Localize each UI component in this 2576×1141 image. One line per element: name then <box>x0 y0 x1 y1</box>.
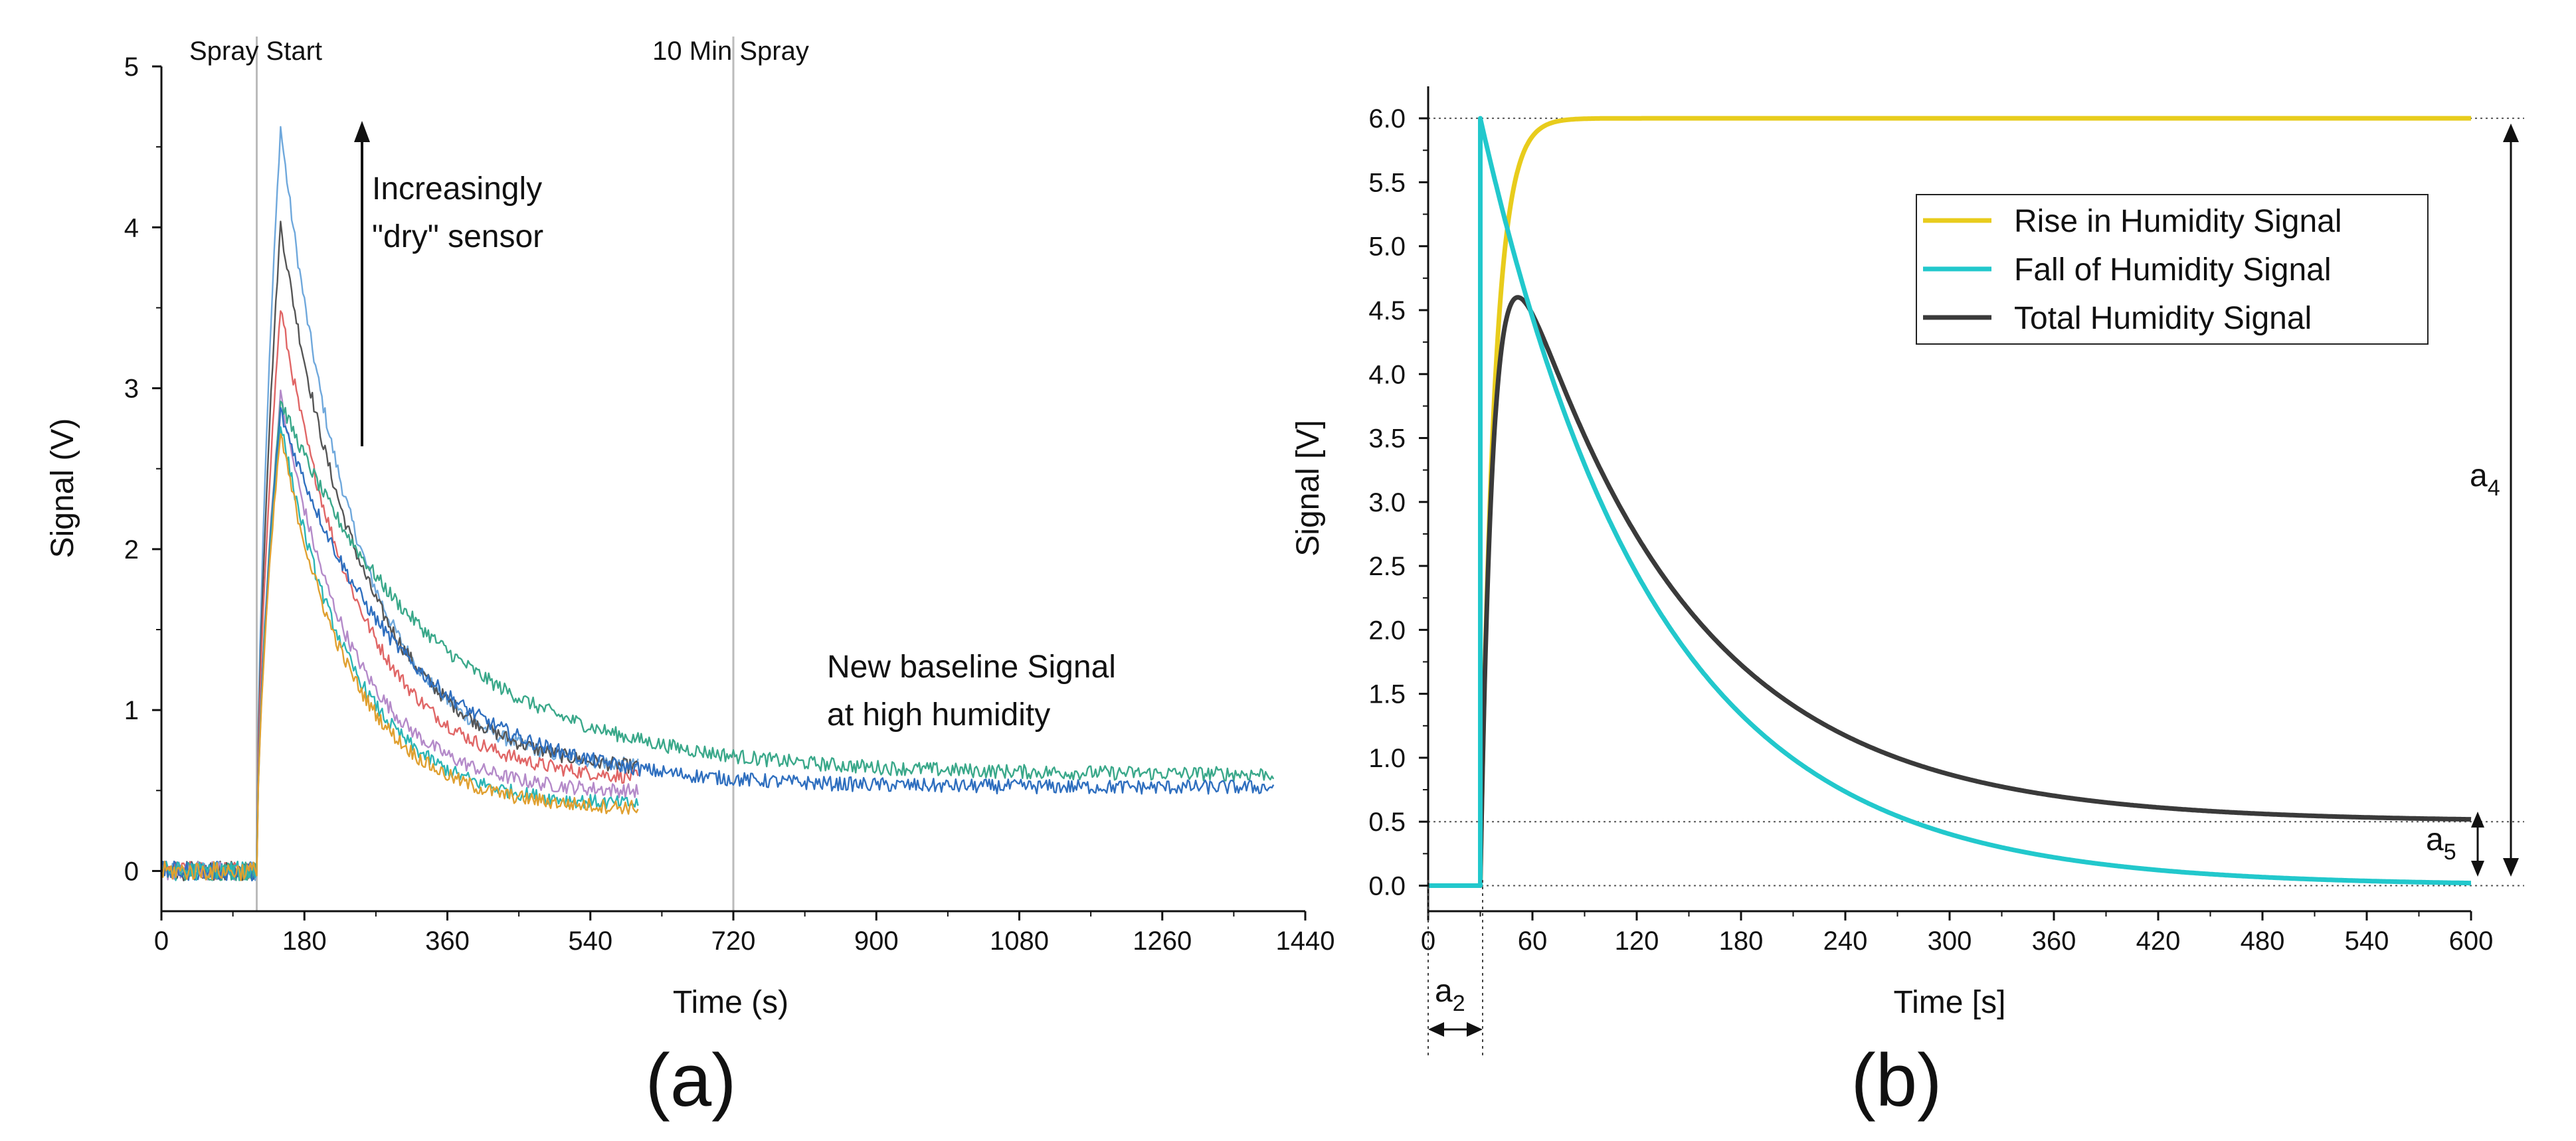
a2-label: a2 <box>1435 974 1465 1016</box>
panel-b-rise-line <box>1426 116 2473 888</box>
panel-b-y-tick-label: 5.5 <box>1368 168 1406 197</box>
panel-a-series-line-5 <box>161 400 1275 881</box>
panel-a-x-axis-label: Time (s) <box>673 985 788 1020</box>
panel-a-x-tick-label: 540 <box>568 926 612 956</box>
panel-b-total-line <box>1426 295 2473 888</box>
legend-label-fall: Fall of Humidity Signal <box>2014 252 2332 288</box>
dryness-annotation-line2: "dry" sensor <box>372 219 543 254</box>
panel-a-series-line-3 <box>161 310 639 881</box>
panel-a-series-line-2 <box>160 220 639 882</box>
dryness-arrow <box>354 121 370 446</box>
panel-a-series-line-7 <box>161 426 639 881</box>
panel-b-x-tick-label: 600 <box>2449 926 2494 956</box>
panel-b-label: (b) <box>1851 1039 1942 1122</box>
panel-a-y-tick-label: 5 <box>124 52 139 82</box>
panel-b-y-tick-label: 1.0 <box>1368 744 1406 773</box>
panel-b-fall-line <box>1426 116 2473 888</box>
panel-a-y-tick-label: 4 <box>124 213 139 242</box>
panel-b-y-tick-label: 3.5 <box>1368 424 1406 454</box>
panel-b-x-tick-label: 240 <box>1823 926 1868 956</box>
panel-b-y-axis-label: Signal [V] <box>1291 420 1326 556</box>
panel-b-x-tick-label: 540 <box>2345 926 2389 956</box>
legend-label-rise: Rise in Humidity Signal <box>2014 204 2342 239</box>
panel-a-x-tick-label: 0 <box>154 926 169 956</box>
panel-a-y-axis-label: Signal (V) <box>45 418 80 559</box>
panel-a-ticks: 0 180 360 540 720 900 1080 1260 1440 0 1 2 3 4 5 <box>124 52 1335 956</box>
panel-b-y-tick-label: 6.0 <box>1368 104 1406 133</box>
panel-b-x-tick-label: 180 <box>1719 926 1764 956</box>
panel-b-y-tick-label: 2.5 <box>1368 552 1406 581</box>
panel-b-y-tick-label: 2.0 <box>1368 616 1406 645</box>
panel-a-label: (a) <box>646 1039 737 1122</box>
panel-a-x-tick-label: 900 <box>854 926 899 956</box>
panel-b-y-tick-label: 1.5 <box>1368 680 1406 709</box>
panel-b-x-tick-label: 360 <box>2032 926 2076 956</box>
baseline-annotation-line1: New baseline Signal <box>827 650 1116 685</box>
panel-b-ticks: 0 60 120 180 240 300 360 420 480 540 6000.00.51.01… <box>1368 104 2493 956</box>
panel-b-y-tick-label: 0.0 <box>1368 871 1406 901</box>
panel-b-y-tick-label: 4.0 <box>1368 360 1406 389</box>
panel-b-x-axis-label: Time [s] <box>1894 985 2006 1020</box>
panel-b-x-tick-label: 300 <box>1928 926 1972 956</box>
panel-b-x-tick-label: 420 <box>2136 926 2181 956</box>
a5-label: a5 <box>2426 822 2456 865</box>
panel-a-y-tick-label: 1 <box>124 696 139 725</box>
spray-start-label: Spray Start <box>189 37 322 66</box>
panel-a-y-tick-label: 2 <box>124 535 139 565</box>
panel-a-x-tick-label: 360 <box>425 926 470 956</box>
baseline-annotation-line2: at high humidity <box>827 697 1050 733</box>
panel-b-y-tick-label: 0.5 <box>1368 808 1406 837</box>
panel-a-series-line-8 <box>160 433 639 881</box>
panel-a-x-tick-label: 1080 <box>990 926 1049 956</box>
panel-b-x-tick-label: 120 <box>1615 926 1659 956</box>
panel-a-series-group <box>160 126 1275 882</box>
panel-a-x-tick-label: 720 <box>711 926 756 956</box>
panel-b-x-tick-label: 60 <box>1518 926 1548 956</box>
panel-a-y-tick-label: 3 <box>124 375 139 404</box>
panel-a-chart: 0 180 360 540 720 900 1080 1260 1440 0 1 2 3 4 5 Spray… <box>45 37 1334 1122</box>
panel-a-series-line-6 <box>160 406 1275 882</box>
a2-dimension-arrow <box>1427 880 1483 1056</box>
panel-b-y-tick-label: 3.0 <box>1368 488 1406 517</box>
panel-b-series-group <box>1426 116 2473 888</box>
panel-a-x-tick-label: 1260 <box>1133 926 1192 956</box>
a5-dimension-arrow <box>2471 812 2484 877</box>
panel-b-y-tick-label: 5.0 <box>1368 232 1406 262</box>
panel-b-legend: Rise in Humidity Signal Fall of Humidity… <box>1916 194 2429 345</box>
panel-a-x-tick-label: 1440 <box>1276 926 1335 956</box>
panel-a-reference-lines <box>256 37 735 911</box>
panel-b-y-tick-label: 4.5 <box>1368 296 1406 325</box>
a4-dimension-arrow <box>2503 124 2519 877</box>
ten-min-spray-label: 10 Min Spray <box>652 37 809 66</box>
dryness-annotation-line1: Increasingly <box>372 171 542 207</box>
a4-label: a4 <box>2470 458 2500 501</box>
panel-a-x-tick-label: 180 <box>282 926 327 956</box>
panel-a-y-tick-label: 0 <box>124 857 139 886</box>
panel-b-x-tick-label: 480 <box>2241 926 2285 956</box>
legend-label-total: Total Humidity Signal <box>2014 301 2312 336</box>
panel-b-chart: 0 60 120 180 240 300 360 420 480 540 6000.00.51.01… <box>1291 86 2524 1122</box>
